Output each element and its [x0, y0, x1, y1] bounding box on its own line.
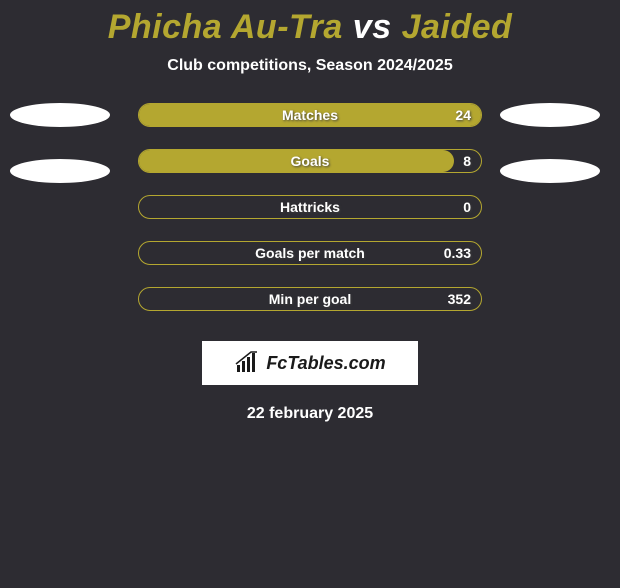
avatar: [500, 159, 600, 183]
avatar: [500, 103, 600, 127]
stats-area: Matches 24 Goals 8 Hattricks 0 Goals per…: [0, 103, 620, 311]
avatar: [10, 103, 110, 127]
stat-row: Goals 8: [138, 149, 482, 173]
title-vs: vs: [353, 8, 392, 46]
stat-label: Min per goal: [269, 291, 351, 307]
stat-label: Matches: [282, 107, 338, 123]
chart-bars-icon: [234, 351, 262, 375]
stat-value: 8: [463, 153, 471, 169]
stat-row: Min per goal 352: [138, 287, 482, 311]
avatar-column-left: [10, 103, 110, 183]
title-player2: Jaided: [402, 8, 513, 46]
stat-row: Matches 24: [138, 103, 482, 127]
stat-value: 0: [463, 199, 471, 215]
page-title: Phicha Au-Tra vs Jaided: [0, 8, 620, 47]
logo-box: FcTables.com: [202, 341, 418, 385]
stat-row: Goals per match 0.33: [138, 241, 482, 265]
avatar: [10, 159, 110, 183]
stat-value: 352: [448, 291, 471, 307]
stat-row: Hattricks 0: [138, 195, 482, 219]
title-player1: Phicha Au-Tra: [108, 8, 343, 46]
logo-text: FcTables.com: [266, 353, 385, 374]
stat-label: Hattricks: [280, 199, 340, 215]
stat-bars: Matches 24 Goals 8 Hattricks 0 Goals per…: [138, 103, 482, 311]
date-line: 22 february 2025: [0, 405, 620, 423]
avatar-column-right: [500, 103, 600, 183]
stat-value: 0.33: [444, 245, 471, 261]
stat-value: 24: [455, 107, 471, 123]
stat-label: Goals: [291, 153, 330, 169]
stat-label: Goals per match: [255, 245, 365, 261]
subtitle: Club competitions, Season 2024/2025: [0, 57, 620, 75]
